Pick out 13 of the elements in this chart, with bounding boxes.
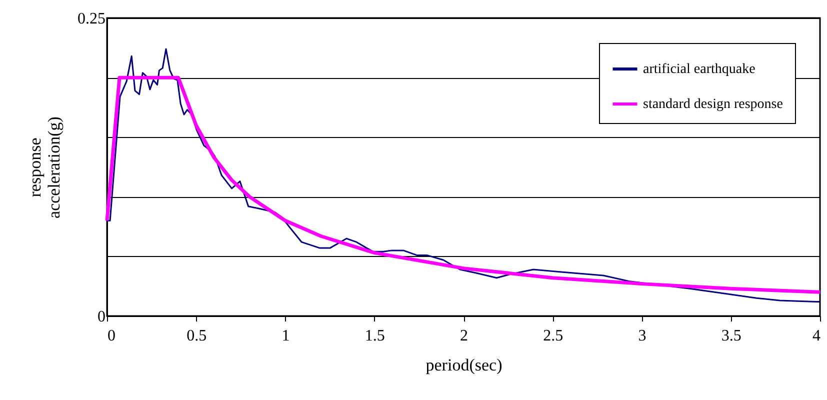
x-tick-label: 1.5 (364, 328, 385, 344)
x-tick-label: 3 (638, 328, 646, 344)
y-axis-title: response acceleration(g) (26, 116, 64, 218)
x-tick-label: 1 (282, 328, 290, 344)
legend-label: standard design response (643, 97, 783, 112)
x-axis-title: period(sec) (426, 356, 502, 374)
y-tick-label: 0.25 (78, 10, 106, 28)
x-tick-label: 2.5 (543, 328, 564, 344)
x-tick-label: 4 (812, 328, 820, 344)
legend-label: artificial earthquake (643, 62, 756, 77)
x-tick-label: 3.5 (721, 328, 742, 344)
x-tick-label: 0.5 (186, 328, 207, 344)
x-tick-label: 2 (460, 328, 468, 344)
